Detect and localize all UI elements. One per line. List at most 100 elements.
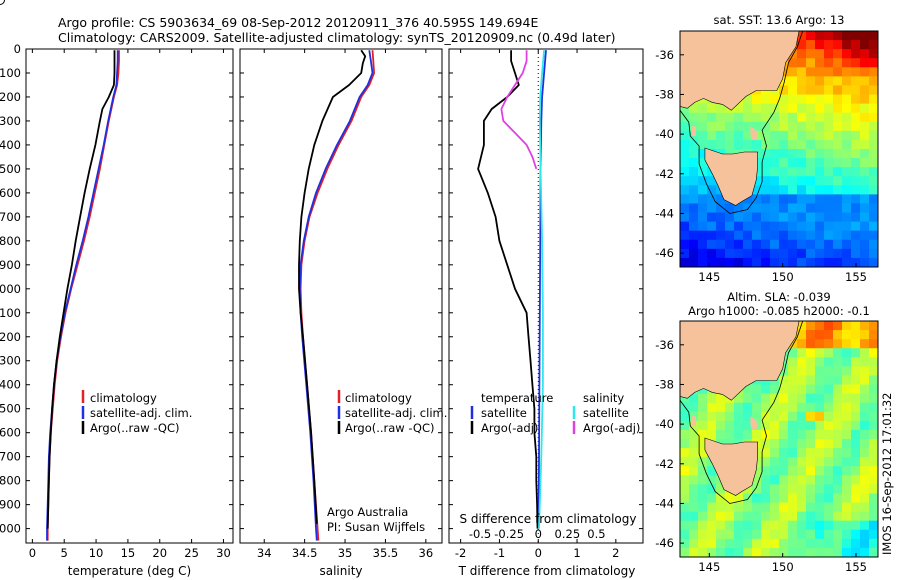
heatmap-cell	[842, 112, 852, 123]
king-island-land	[691, 416, 697, 427]
credit-line-1: Argo Australia	[327, 505, 408, 519]
heatmap-cell	[842, 321, 852, 331]
heatmap-cell	[743, 511, 753, 522]
heatmap-cell	[689, 112, 699, 123]
heatmap-cell	[716, 402, 726, 413]
heatmap-cell	[707, 466, 717, 476]
map-y-tick-label: -44	[655, 496, 674, 510]
heatmap-cell	[779, 176, 789, 186]
heatmap-cell	[725, 248, 735, 259]
heatmap-cell	[869, 121, 878, 132]
heatmap-cell	[842, 76, 852, 87]
heatmap-cell	[725, 411, 735, 422]
heatmap-cell	[779, 520, 789, 531]
heatmap-cell	[797, 139, 807, 150]
heatmap-cell	[842, 439, 852, 449]
heatmap-cell	[824, 475, 834, 485]
heatmap-cell	[788, 475, 798, 485]
heatmap-cell	[716, 230, 726, 241]
heatmap-cell	[770, 457, 780, 467]
heatmap-cell	[860, 357, 870, 367]
heatmap-cell	[770, 130, 780, 141]
heatmap-cell	[743, 547, 753, 557]
heatmap-cell	[815, 547, 825, 557]
flinders-island-land	[750, 126, 758, 141]
heatmap-cell	[680, 149, 690, 159]
series-line-sat	[537, 50, 547, 529]
heatmap-cell	[779, 547, 789, 557]
heatmap-cell	[851, 85, 861, 96]
heatmap-cell	[797, 185, 807, 195]
heatmap-cell	[851, 393, 861, 404]
heatmap-cell	[725, 402, 735, 413]
heatmap-cell	[842, 520, 852, 531]
heatmap-cell	[833, 339, 843, 349]
heatmap-cell	[851, 475, 861, 485]
heatmap-cell	[716, 547, 726, 557]
heatmap-cell	[779, 230, 789, 241]
heatmap-cell	[806, 212, 816, 223]
heatmap-cell	[815, 94, 825, 105]
heatmap-cell	[761, 239, 771, 250]
heatmap-cell	[842, 411, 852, 422]
heatmap-cell	[815, 76, 825, 87]
heatmap-cell	[743, 538, 753, 549]
heatmap-cell	[761, 212, 771, 223]
sla-map-title-line-2: Argo h1000: -0.085 h2000: -0.1	[688, 304, 870, 318]
heatmap-cell	[707, 547, 717, 557]
temperature-axes-frame	[25, 48, 234, 544]
heatmap-cell	[824, 466, 834, 476]
heatmap-cell	[815, 67, 825, 77]
heatmap-cell	[806, 239, 816, 250]
heatmap-cell	[779, 484, 789, 495]
heatmap-cell	[842, 103, 852, 114]
heatmap-cell	[689, 103, 699, 114]
heatmap-cell	[860, 339, 870, 349]
heatmap-cell	[770, 502, 780, 513]
heatmap-cell	[788, 176, 798, 186]
heatmap-cell	[779, 185, 789, 195]
heatmap-cell	[833, 49, 843, 59]
heatmap-cell	[770, 411, 780, 422]
heatmap-cell	[680, 484, 690, 495]
map-x-tick-label: 155	[845, 270, 867, 284]
heatmap-cell	[833, 194, 843, 205]
heatmap-cell	[860, 230, 870, 241]
mainland-land	[680, 31, 800, 111]
heatmap-cell	[689, 547, 699, 557]
heatmap-cell	[779, 112, 789, 123]
x-tick-label: 36	[419, 546, 434, 560]
heatmap-cell	[833, 248, 843, 259]
heatmap-cell	[833, 520, 843, 531]
heatmap-cell	[716, 212, 726, 223]
heatmap-cell	[806, 139, 816, 150]
heatmap-cell	[734, 221, 744, 232]
heatmap-cell	[824, 67, 834, 77]
heatmap-cell	[806, 375, 816, 386]
heatmap-cell	[860, 384, 870, 395]
heatmap-cell	[779, 158, 789, 168]
heatmap-cell	[743, 529, 753, 540]
heatmap-cell	[788, 484, 798, 495]
heatmap-cell	[734, 420, 744, 431]
heatmap-cell	[824, 357, 834, 367]
heatmap-cell	[824, 212, 834, 223]
heatmap-cell	[842, 85, 852, 96]
heatmap-cell	[752, 248, 762, 259]
heatmap-cell	[698, 176, 708, 186]
heatmap-cell	[833, 76, 843, 87]
heatmap-cell	[770, 239, 780, 250]
heatmap-cell	[698, 529, 708, 540]
x-tick-label: -2	[455, 546, 466, 560]
heatmap-cell	[833, 67, 843, 77]
heatmap-cell	[806, 420, 816, 431]
heatmap-cell	[743, 257, 753, 267]
heatmap-cell	[851, 457, 861, 467]
series-line-sat	[298, 50, 374, 541]
heatmap-cell	[716, 239, 726, 250]
heatmap-cell	[869, 40, 878, 50]
heatmap-cell	[851, 348, 861, 358]
heatmap-cell	[851, 330, 861, 340]
heatmap-cell	[743, 194, 753, 205]
